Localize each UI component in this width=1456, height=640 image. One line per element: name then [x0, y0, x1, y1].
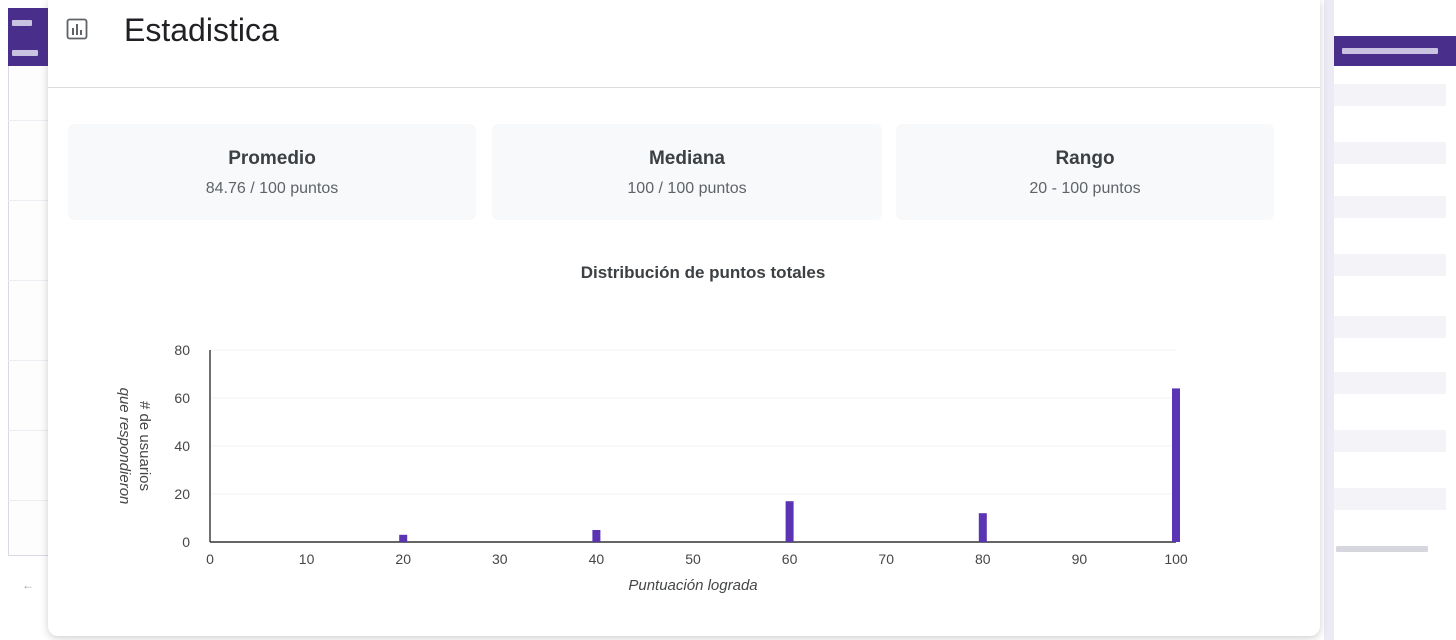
background-row [1334, 142, 1446, 164]
chart-title: Distribución de puntos totales [581, 263, 826, 282]
x-tick-label: 40 [589, 551, 605, 567]
x-tick-label: 10 [299, 551, 315, 567]
bar [978, 513, 987, 542]
background-row-divider [8, 120, 68, 121]
x-tick-label: 0 [206, 551, 214, 567]
bar [785, 501, 794, 542]
background-row-divider [8, 360, 68, 361]
background-row [1334, 488, 1446, 510]
y-tick-label: 80 [174, 342, 190, 358]
stat-card-average: Promedio 84.76 / 100 puntos [68, 124, 476, 220]
bar [1172, 388, 1180, 542]
x-tick-label: 60 [782, 551, 798, 567]
background-right-table-header [1334, 36, 1456, 66]
background-row [1334, 430, 1446, 452]
stat-card-value: 20 - 100 puntos [1029, 180, 1141, 197]
background-row [1334, 254, 1446, 276]
x-tick-label: 20 [395, 551, 411, 567]
y-tick-label: 60 [174, 390, 190, 406]
y-tick-label: 40 [174, 438, 190, 454]
background-row [1334, 316, 1446, 338]
x-axis-label: Puntuación lograda [628, 577, 757, 594]
bar [399, 534, 408, 542]
x-tick-label: 30 [492, 551, 508, 567]
x-tick-label: 100 [1164, 551, 1188, 567]
background-row [1334, 372, 1446, 394]
background-row [1334, 84, 1446, 106]
background-row-divider [8, 280, 68, 281]
summary-cards: Promedio 84.76 / 100 puntos Mediana 100 … [68, 124, 1274, 220]
stat-card-median: Mediana 100 / 100 puntos [492, 124, 882, 220]
stat-card-label: Mediana [648, 148, 726, 169]
y-axis-label-line: # de usuarios [136, 401, 153, 491]
statistics-dialog: Estadistica Promedio 84.76 / 100 puntos … [48, 0, 1320, 636]
stat-card-value: 100 / 100 puntos [627, 180, 747, 197]
y-axis-label-line: que respondieron [116, 388, 133, 505]
score-distribution-chart: Distribución de puntos totales 0 20 40 60 80 0… [78, 250, 1258, 620]
chart-svg: Distribución de puntos totales 0 20 40 60 80 0… [116, 263, 1188, 594]
bar-chart-icon [66, 18, 88, 40]
background-row-divider [8, 200, 68, 201]
background-row [1334, 196, 1446, 218]
x-tick-label: 50 [685, 551, 701, 567]
background-divider [1324, 0, 1334, 640]
arrow-left-icon: ← [22, 578, 34, 592]
stat-card-label: Rango [1055, 148, 1115, 169]
background-row-divider [8, 500, 68, 501]
stat-card-range: Rango 20 - 100 puntos [896, 124, 1274, 220]
y-tick-label: 20 [174, 486, 190, 502]
background-right-table [1334, 36, 1456, 556]
background-row-divider [8, 430, 68, 431]
stat-card-label: Promedio [228, 148, 316, 169]
stat-card-value: 84.76 / 100 puntos [205, 180, 339, 197]
y-tick-label: 0 [182, 534, 190, 550]
x-tick-label: 70 [878, 551, 894, 567]
dialog-title: Estadistica [124, 12, 279, 48]
x-tick-label: 80 [975, 551, 991, 567]
bar [592, 530, 601, 542]
x-tick-label: 90 [1072, 551, 1088, 567]
dialog-header: Estadistica [48, 0, 1320, 88]
background-footer-text [1336, 546, 1428, 552]
